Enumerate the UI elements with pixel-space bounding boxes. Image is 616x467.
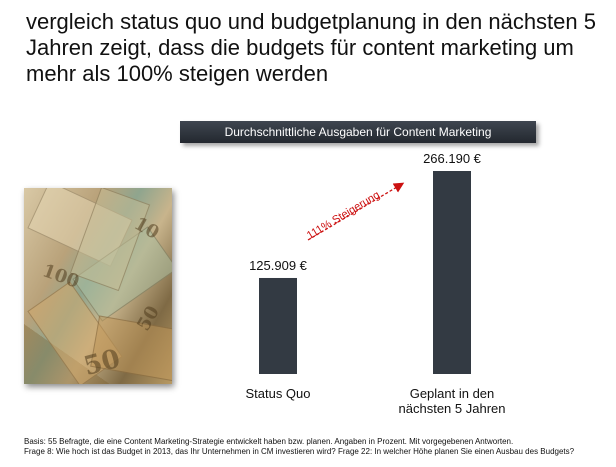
headline: vergleich status quo und budgetplanung i… <box>26 9 596 86</box>
category-label: Status Quo <box>245 386 310 401</box>
increase-arrow <box>307 182 405 241</box>
category-label: Geplant in den <box>410 386 495 401</box>
euro-banknotes-photo: 100 50 50 10 <box>24 188 172 384</box>
increase-annotation: 111% Steigerung <box>305 189 382 242</box>
footnote: Basis: 55 Befragte, die eine Content Mar… <box>24 437 614 457</box>
category-label: nächsten 5 Jahren <box>399 401 506 416</box>
bar-status-quo <box>259 277 297 374</box>
data-label: 125.909 € <box>249 258 308 273</box>
footnote-basis: Basis: 55 Befragte, die eine Content Mar… <box>24 437 514 446</box>
footnote-questions: Frage 8: Wie hoch ist das Budget in 2013… <box>24 447 575 456</box>
data-label: 266.190 € <box>423 151 482 166</box>
chart-title: Durchschnittliche Ausgaben für Content M… <box>180 121 536 143</box>
bar-geplant <box>433 171 471 374</box>
